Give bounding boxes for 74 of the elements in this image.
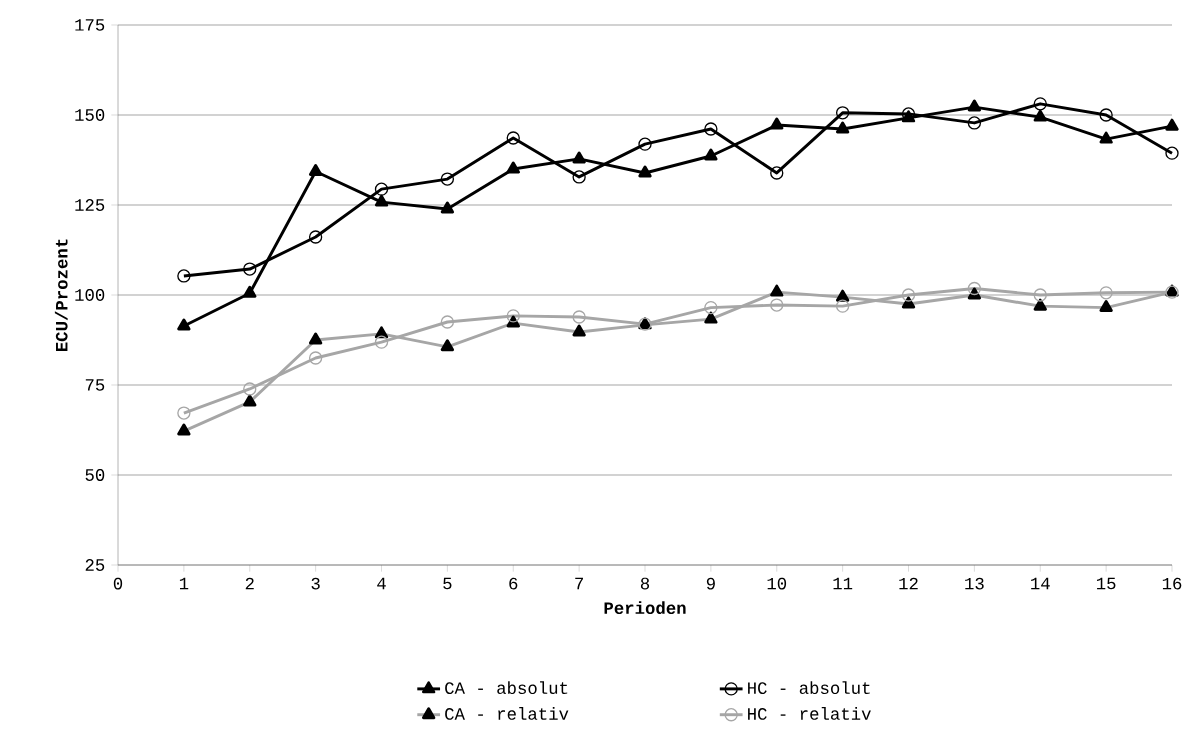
x-tick-label: 13 xyxy=(965,577,984,590)
point xyxy=(440,201,455,214)
x-tick-label: 7 xyxy=(575,577,583,590)
point xyxy=(1033,288,1047,302)
point xyxy=(704,122,718,136)
point xyxy=(1099,108,1113,122)
x-tick-label: 0 xyxy=(113,577,123,590)
point xyxy=(638,137,652,151)
point xyxy=(177,406,191,420)
legend-label: CA - absolut xyxy=(445,681,568,695)
point xyxy=(704,300,718,315)
x-tick-label: 2 xyxy=(245,577,254,590)
point xyxy=(243,262,257,276)
point xyxy=(506,131,520,145)
point xyxy=(1099,286,1113,300)
y-tick-label: 75 xyxy=(85,379,105,391)
point xyxy=(1165,146,1179,160)
point xyxy=(177,318,191,331)
y-tick-label: 25 xyxy=(85,559,105,571)
point xyxy=(770,298,784,312)
x-tick-label: 15 xyxy=(1096,577,1116,590)
point xyxy=(572,310,586,324)
x-tick-label: 16 xyxy=(1162,577,1182,590)
point xyxy=(835,121,850,134)
y-axis-title: ECU/Prozent xyxy=(54,239,68,352)
point xyxy=(1099,131,1113,144)
legend-label: HC - relativ xyxy=(748,707,871,720)
y-tick-label: 50 xyxy=(85,469,105,481)
y-tick-label: 100 xyxy=(75,289,105,301)
point xyxy=(638,165,652,178)
point xyxy=(243,382,257,396)
point xyxy=(374,194,389,207)
point xyxy=(770,117,784,130)
point xyxy=(440,315,455,329)
point xyxy=(1165,118,1179,131)
x-tick-label: 3 xyxy=(311,577,320,590)
x-tick-label: 8 xyxy=(640,577,650,590)
x-tick-label: 1 xyxy=(179,577,189,590)
point xyxy=(901,288,916,302)
point xyxy=(572,151,586,164)
x-tick-label: 11 xyxy=(833,577,853,590)
point xyxy=(835,106,850,120)
point xyxy=(374,335,389,349)
x-tick-label: 9 xyxy=(706,577,715,590)
point xyxy=(572,170,586,184)
x-tick-label: 10 xyxy=(767,577,787,590)
point xyxy=(308,230,323,244)
point xyxy=(967,99,982,112)
point xyxy=(243,285,257,298)
point xyxy=(704,148,718,161)
point xyxy=(308,351,323,365)
point xyxy=(440,172,455,186)
x-tick-label: 12 xyxy=(899,577,918,590)
point xyxy=(506,309,520,323)
x-tick-label: 4 xyxy=(377,577,386,590)
point xyxy=(1033,97,1047,111)
point xyxy=(506,161,520,174)
y-tick-label: 150 xyxy=(75,109,105,121)
point xyxy=(1033,109,1047,122)
y-tick-label: 125 xyxy=(75,199,105,211)
point xyxy=(374,182,389,196)
y-tick-label: 175 xyxy=(75,19,105,31)
x-tick-label: 5 xyxy=(443,577,452,590)
point xyxy=(967,281,982,296)
x-axis-title: Perioden xyxy=(604,601,686,615)
point xyxy=(967,116,982,130)
point xyxy=(835,299,850,313)
point xyxy=(770,166,784,180)
point xyxy=(177,269,191,283)
legend-label: CA - relativ xyxy=(445,707,569,720)
legend-label: HC - absolut xyxy=(748,681,870,695)
x-tick-label: 6 xyxy=(509,577,518,590)
point xyxy=(308,164,323,176)
x-tick-label: 14 xyxy=(1031,577,1050,590)
